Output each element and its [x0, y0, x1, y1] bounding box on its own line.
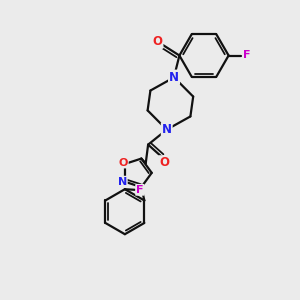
Text: O: O: [159, 156, 169, 169]
Text: O: O: [152, 35, 163, 48]
Text: N: N: [169, 70, 179, 84]
Text: N: N: [169, 71, 179, 84]
Text: N: N: [162, 123, 172, 136]
Text: F: F: [136, 185, 144, 195]
Text: N: N: [118, 177, 127, 187]
Text: F: F: [244, 50, 251, 61]
Text: O: O: [118, 158, 128, 167]
